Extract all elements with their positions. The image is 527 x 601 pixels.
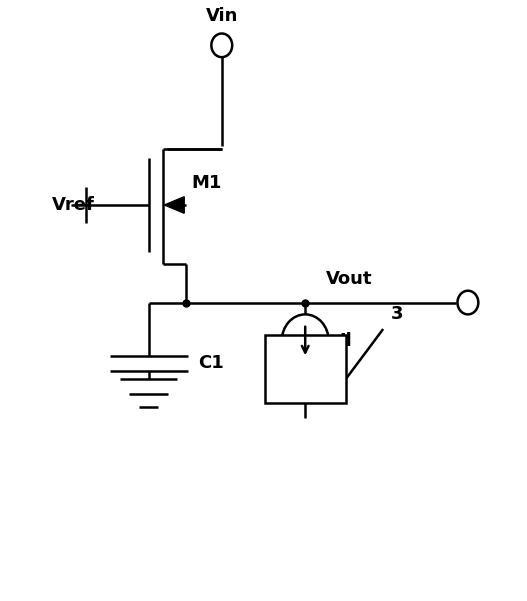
Text: 3: 3 (391, 305, 404, 323)
Circle shape (282, 314, 329, 368)
Polygon shape (164, 197, 184, 213)
Bar (265, 335, 346, 403)
Text: Vout: Vout (326, 270, 373, 288)
Circle shape (457, 291, 479, 314)
Text: 负
载: 负 载 (300, 350, 310, 388)
Text: M1: M1 (191, 174, 222, 192)
Text: Vref: Vref (52, 196, 95, 214)
Circle shape (211, 34, 232, 57)
Text: Il: Il (339, 332, 352, 350)
Text: Vin: Vin (206, 7, 238, 25)
Text: C1: C1 (198, 354, 224, 372)
